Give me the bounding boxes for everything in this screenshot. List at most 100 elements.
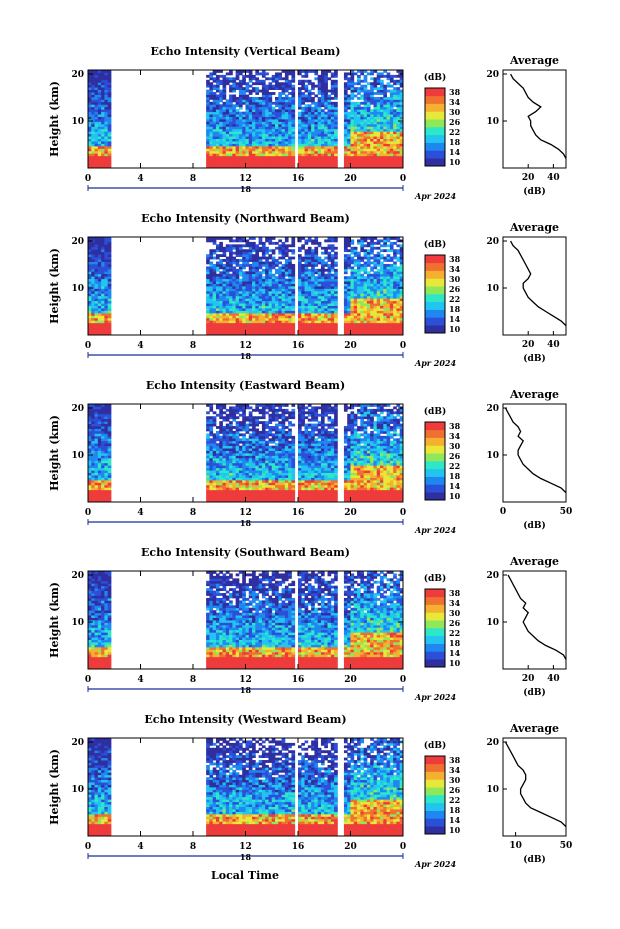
heatmap-cell bbox=[101, 148, 105, 152]
heatmap-cell bbox=[215, 143, 220, 147]
heatmap-cell bbox=[275, 271, 279, 275]
heatmap-cell bbox=[107, 256, 112, 260]
heatmap-cell bbox=[330, 259, 335, 262]
heatmap-cell bbox=[268, 288, 273, 292]
heatmap-cell bbox=[304, 286, 309, 289]
heatmap-cell bbox=[248, 244, 253, 248]
heatmap-cell bbox=[215, 163, 220, 166]
heatmap-cell bbox=[399, 131, 404, 135]
heatmap-cell bbox=[386, 160, 391, 164]
heatmap-cell bbox=[301, 286, 305, 289]
heatmap-cell bbox=[357, 303, 361, 306]
heatmap-cell bbox=[396, 99, 401, 103]
heatmap-cell bbox=[94, 239, 99, 243]
heatmap-cell bbox=[278, 84, 282, 88]
heatmap-cell bbox=[235, 249, 240, 253]
heatmap-cell bbox=[278, 290, 282, 294]
heatmap-cell bbox=[278, 308, 282, 311]
heatmap-cell bbox=[229, 158, 233, 162]
heatmap-cell bbox=[94, 312, 99, 316]
heatmap-cell bbox=[284, 94, 289, 98]
heatmap-cell bbox=[229, 89, 233, 93]
heatmap-cell bbox=[366, 310, 371, 314]
heatmap-cell bbox=[255, 268, 260, 272]
heatmap-cell bbox=[101, 153, 105, 157]
heatmap-cell bbox=[212, 300, 217, 304]
heatmap-cell bbox=[314, 84, 319, 88]
heatmap-cell bbox=[291, 320, 296, 324]
heatmap-cell bbox=[314, 109, 319, 113]
heatmap-cell bbox=[393, 153, 397, 157]
heatmap-cell bbox=[370, 322, 374, 326]
heatmap-cell bbox=[396, 293, 401, 297]
heatmap-cell bbox=[380, 332, 384, 336]
heatmap-cell bbox=[291, 281, 296, 284]
heatmap-cell bbox=[386, 330, 391, 333]
heatmap-cell bbox=[88, 259, 92, 262]
heatmap-cell bbox=[101, 465, 105, 469]
heatmap-cell bbox=[360, 305, 365, 309]
heatmap-cell bbox=[327, 155, 332, 159]
heatmap-cell bbox=[232, 298, 237, 302]
heatmap-cell bbox=[101, 295, 105, 299]
heatmap-cell bbox=[104, 109, 109, 113]
heatmap-cell bbox=[252, 268, 256, 272]
heatmap-cell bbox=[350, 77, 355, 81]
heatmap-cell bbox=[353, 305, 358, 309]
heatmap-cell bbox=[334, 155, 338, 159]
heatmap-cell bbox=[399, 150, 404, 154]
heatmap-cell bbox=[301, 325, 305, 329]
heatmap-cell bbox=[298, 158, 302, 162]
heatmap-cell bbox=[298, 87, 302, 90]
heatmap-cell bbox=[245, 128, 250, 132]
heatmap-cell bbox=[350, 317, 355, 321]
heatmap-cell bbox=[380, 148, 384, 152]
heatmap-cell bbox=[363, 92, 368, 95]
heatmap-cell bbox=[334, 317, 338, 321]
heatmap-cell bbox=[399, 94, 404, 98]
heatmap-cell bbox=[284, 145, 289, 149]
heatmap-cell bbox=[298, 131, 302, 135]
heatmap-cell bbox=[88, 317, 92, 321]
heatmap-cell bbox=[97, 489, 102, 493]
heatmap-cell bbox=[281, 273, 286, 277]
heatmap-cell bbox=[298, 288, 302, 292]
heatmap-cell bbox=[94, 317, 99, 321]
heatmap-cell bbox=[268, 263, 273, 267]
heatmap-cell bbox=[399, 330, 404, 333]
heatmap-cell bbox=[350, 298, 355, 302]
heatmap-cell bbox=[271, 251, 276, 255]
heatmap-cell bbox=[301, 106, 305, 110]
heatmap-cell bbox=[320, 111, 325, 115]
colorbar-tick-label: 30 bbox=[449, 274, 461, 284]
heatmap-cell bbox=[330, 325, 335, 329]
heatmap-cell bbox=[248, 276, 253, 280]
heatmap-cell bbox=[363, 104, 368, 108]
heatmap-cell bbox=[360, 126, 365, 130]
heatmap-cell bbox=[304, 273, 309, 277]
heatmap-cell bbox=[320, 320, 325, 324]
heatmap-cell bbox=[327, 128, 332, 132]
heatmap-cell bbox=[373, 322, 378, 326]
heatmap-cell bbox=[268, 300, 273, 304]
heatmap-cell bbox=[107, 246, 112, 250]
heatmap-cell bbox=[291, 96, 296, 100]
heatmap-cell bbox=[104, 295, 109, 299]
heatmap-cell bbox=[324, 249, 328, 253]
heatmap-cell bbox=[301, 160, 305, 164]
heatmap-cell bbox=[219, 271, 223, 275]
heatmap-cell bbox=[238, 79, 243, 83]
heatmap-cell bbox=[291, 150, 296, 154]
heatmap-cell bbox=[366, 312, 371, 316]
heatmap-cell bbox=[284, 283, 289, 287]
heatmap-cell bbox=[324, 305, 328, 309]
heatmap-cell bbox=[298, 94, 302, 98]
heatmap-cell bbox=[97, 290, 102, 294]
heatmap-cell bbox=[268, 303, 273, 306]
heatmap-cell bbox=[219, 254, 223, 257]
heatmap-cell bbox=[107, 145, 112, 149]
heatmap-cell bbox=[235, 77, 240, 81]
heatmap-cell bbox=[288, 131, 292, 135]
heatmap-cell bbox=[104, 278, 109, 282]
heatmap-cell bbox=[88, 286, 92, 289]
